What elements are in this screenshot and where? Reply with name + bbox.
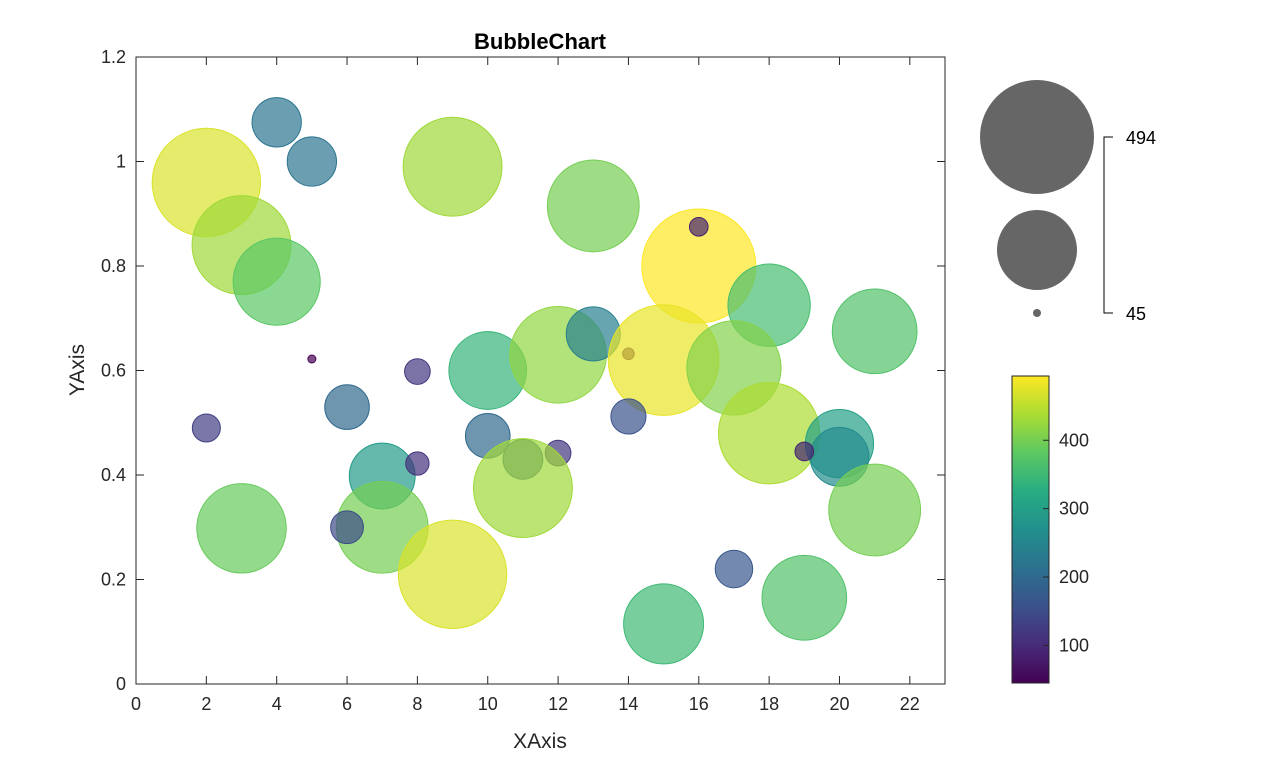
colorbar-tick-label: 400 — [1059, 430, 1089, 450]
y-axis-label: YAxis — [66, 344, 89, 396]
bubble-11 — [307, 354, 317, 364]
bubble-4 — [286, 136, 338, 187]
x-tick-label: 20 — [829, 694, 849, 714]
bubble-37 — [714, 549, 754, 589]
size-legend: 494 45 — [980, 80, 1156, 324]
colorbar-gradient — [1011, 375, 1050, 684]
x-tick-label: 18 — [759, 694, 779, 714]
y-tick-label: 0.6 — [101, 361, 126, 381]
x-tick-label: 12 — [548, 694, 568, 714]
bubble-29 — [794, 441, 815, 462]
size-legend-max-label: 494 — [1126, 128, 1156, 148]
y-tick-label: 0.2 — [101, 570, 126, 590]
x-axis-ticks: 0 2 4 6 8 10 12 14 16 18 20 22 — [131, 57, 920, 714]
bubble-39 — [623, 583, 705, 665]
bubble-31 — [405, 451, 430, 476]
bubble-12 — [191, 413, 221, 443]
x-axis-label: XAxis — [513, 730, 567, 753]
bubble-34 — [196, 483, 287, 574]
x-tick-label: 8 — [412, 694, 422, 714]
colorbar-tick-label: 100 — [1059, 635, 1089, 655]
x-tick-label: 10 — [478, 694, 498, 714]
size-legend-small-bubble — [1033, 309, 1041, 317]
size-legend-medium-bubble — [997, 210, 1077, 290]
x-tick-label: 6 — [342, 694, 352, 714]
y-tick-label: 0.4 — [101, 465, 126, 485]
bubble-13 — [324, 384, 370, 430]
bubble-3 — [251, 97, 302, 148]
bubble-14 — [404, 358, 431, 385]
bubble-26 — [718, 382, 821, 485]
x-tick-label: 22 — [900, 694, 920, 714]
y-axis-ticks: 0 0.2 0.4 0.6 0.8 1 1.2 — [101, 47, 945, 694]
bubble-layer — [151, 97, 922, 665]
colorbar-tick-label: 200 — [1059, 567, 1089, 587]
x-tick-label: 2 — [201, 694, 211, 714]
bubble-33 — [330, 510, 364, 545]
bubble-38 — [761, 554, 848, 641]
bubble-36 — [828, 463, 922, 557]
size-legend-large-bubble — [980, 80, 1094, 194]
size-legend-bracket — [1103, 136, 1113, 314]
bubble-6 — [546, 159, 640, 253]
y-tick-label: 1 — [116, 152, 126, 172]
bubble-2 — [232, 237, 321, 326]
bubble-25 — [472, 438, 573, 539]
y-tick-label: 0.8 — [101, 256, 126, 276]
bubble-10 — [831, 288, 918, 375]
colorbar: 100 200 300 400 — [1011, 375, 1089, 684]
x-tick-label: 16 — [689, 694, 709, 714]
x-tick-label: 4 — [272, 694, 282, 714]
colorbar-tick-label: 300 — [1059, 499, 1089, 519]
bubble-8 — [688, 217, 709, 237]
bubble-21 — [610, 398, 647, 435]
colorbar-ticks: 100 200 300 400 — [1043, 430, 1089, 655]
bubble-35 — [397, 519, 508, 629]
x-tick-label: 14 — [618, 694, 638, 714]
y-tick-label: 0 — [116, 674, 126, 694]
bubble-5 — [402, 116, 503, 217]
size-legend-min-label: 45 — [1126, 304, 1146, 324]
x-tick-label: 0 — [131, 694, 141, 714]
y-tick-label: 1.2 — [101, 47, 126, 67]
chart-title: BubbleChart — [474, 29, 607, 54]
